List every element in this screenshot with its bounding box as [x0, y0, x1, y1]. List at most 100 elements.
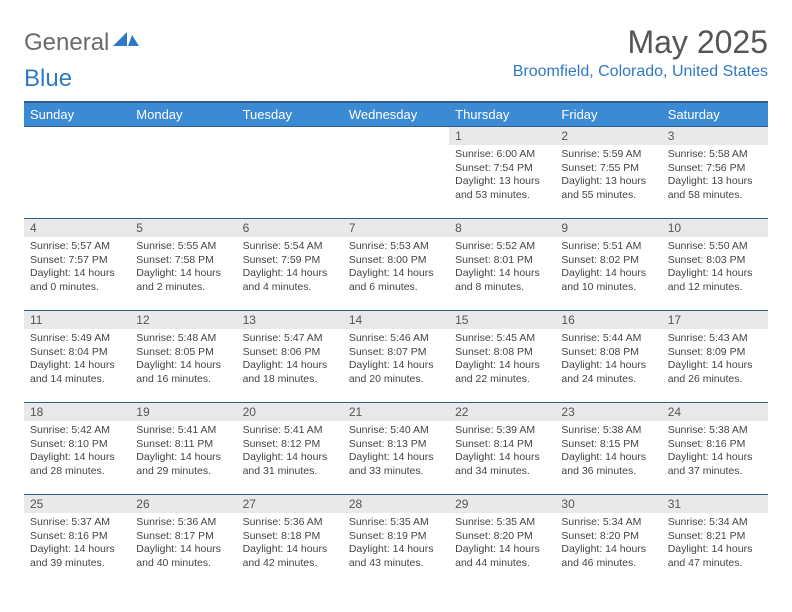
- day-details: Sunrise: 5:46 AMSunset: 8:07 PMDaylight:…: [343, 329, 449, 389]
- weekday-header: Tuesday: [237, 102, 343, 127]
- calendar-row: 11Sunrise: 5:49 AMSunset: 8:04 PMDayligh…: [24, 311, 768, 403]
- calendar-cell: 8Sunrise: 5:52 AMSunset: 8:01 PMDaylight…: [449, 219, 555, 311]
- day-number: 20: [237, 403, 343, 421]
- calendar-cell: 19Sunrise: 5:41 AMSunset: 8:11 PMDayligh…: [130, 403, 236, 495]
- calendar-cell: 27Sunrise: 5:36 AMSunset: 8:18 PMDayligh…: [237, 495, 343, 587]
- calendar-row: 25Sunrise: 5:37 AMSunset: 8:16 PMDayligh…: [24, 495, 768, 587]
- day-number: 6: [237, 219, 343, 237]
- calendar-cell: 3Sunrise: 5:58 AMSunset: 7:56 PMDaylight…: [662, 127, 768, 219]
- brand-logo: General: [24, 24, 141, 57]
- day-number: 2: [555, 127, 661, 145]
- calendar-row: ....1Sunrise: 6:00 AMSunset: 7:54 PMDayl…: [24, 127, 768, 219]
- day-details: Sunrise: 5:47 AMSunset: 8:06 PMDaylight:…: [237, 329, 343, 389]
- day-number: 10: [662, 219, 768, 237]
- day-details: Sunrise: 5:38 AMSunset: 8:15 PMDaylight:…: [555, 421, 661, 481]
- calendar-row: 4Sunrise: 5:57 AMSunset: 7:57 PMDaylight…: [24, 219, 768, 311]
- calendar-cell: 9Sunrise: 5:51 AMSunset: 8:02 PMDaylight…: [555, 219, 661, 311]
- calendar-cell: 6Sunrise: 5:54 AMSunset: 7:59 PMDaylight…: [237, 219, 343, 311]
- day-details: Sunrise: 5:38 AMSunset: 8:16 PMDaylight:…: [662, 421, 768, 481]
- calendar-cell: 14Sunrise: 5:46 AMSunset: 8:07 PMDayligh…: [343, 311, 449, 403]
- day-number: 14: [343, 311, 449, 329]
- day-details: Sunrise: 5:53 AMSunset: 8:00 PMDaylight:…: [343, 237, 449, 297]
- calendar-cell: .: [343, 127, 449, 219]
- calendar-cell: 15Sunrise: 5:45 AMSunset: 8:08 PMDayligh…: [449, 311, 555, 403]
- day-number: 17: [662, 311, 768, 329]
- day-details: Sunrise: 5:40 AMSunset: 8:13 PMDaylight:…: [343, 421, 449, 481]
- weekday-header-row: Sunday Monday Tuesday Wednesday Thursday…: [24, 102, 768, 127]
- calendar-cell: 5Sunrise: 5:55 AMSunset: 7:58 PMDaylight…: [130, 219, 236, 311]
- calendar-cell: 18Sunrise: 5:42 AMSunset: 8:10 PMDayligh…: [24, 403, 130, 495]
- calendar-cell: 30Sunrise: 5:34 AMSunset: 8:20 PMDayligh…: [555, 495, 661, 587]
- calendar-cell: .: [130, 127, 236, 219]
- day-details: Sunrise: 5:36 AMSunset: 8:18 PMDaylight:…: [237, 513, 343, 573]
- day-number: 11: [24, 311, 130, 329]
- calendar-cell: 28Sunrise: 5:35 AMSunset: 8:19 PMDayligh…: [343, 495, 449, 587]
- day-details: Sunrise: 5:48 AMSunset: 8:05 PMDaylight:…: [130, 329, 236, 389]
- weekday-header: Saturday: [662, 102, 768, 127]
- day-details: Sunrise: 5:44 AMSunset: 8:08 PMDaylight:…: [555, 329, 661, 389]
- weekday-header: Sunday: [24, 102, 130, 127]
- calendar-cell: 4Sunrise: 5:57 AMSunset: 7:57 PMDaylight…: [24, 219, 130, 311]
- day-details: Sunrise: 5:34 AMSunset: 8:20 PMDaylight:…: [555, 513, 661, 573]
- logo-icon: [113, 28, 139, 51]
- day-details: Sunrise: 5:41 AMSunset: 8:11 PMDaylight:…: [130, 421, 236, 481]
- calendar-cell: 26Sunrise: 5:36 AMSunset: 8:17 PMDayligh…: [130, 495, 236, 587]
- day-details: Sunrise: 5:43 AMSunset: 8:09 PMDaylight:…: [662, 329, 768, 389]
- calendar-cell: 17Sunrise: 5:43 AMSunset: 8:09 PMDayligh…: [662, 311, 768, 403]
- day-number: 7: [343, 219, 449, 237]
- day-details: Sunrise: 5:39 AMSunset: 8:14 PMDaylight:…: [449, 421, 555, 481]
- calendar-cell: 21Sunrise: 5:40 AMSunset: 8:13 PMDayligh…: [343, 403, 449, 495]
- calendar-cell: 22Sunrise: 5:39 AMSunset: 8:14 PMDayligh…: [449, 403, 555, 495]
- day-number: 13: [237, 311, 343, 329]
- day-details: Sunrise: 5:34 AMSunset: 8:21 PMDaylight:…: [662, 513, 768, 573]
- day-number: 4: [24, 219, 130, 237]
- day-details: Sunrise: 5:45 AMSunset: 8:08 PMDaylight:…: [449, 329, 555, 389]
- day-number: 21: [343, 403, 449, 421]
- day-details: Sunrise: 5:37 AMSunset: 8:16 PMDaylight:…: [24, 513, 130, 573]
- day-number: 22: [449, 403, 555, 421]
- calendar-cell: 1Sunrise: 6:00 AMSunset: 7:54 PMDaylight…: [449, 127, 555, 219]
- brand-word-1: General: [24, 29, 109, 57]
- calendar-row: 18Sunrise: 5:42 AMSunset: 8:10 PMDayligh…: [24, 403, 768, 495]
- day-details: Sunrise: 5:58 AMSunset: 7:56 PMDaylight:…: [662, 145, 768, 205]
- day-number: 25: [24, 495, 130, 513]
- calendar-cell: 2Sunrise: 5:59 AMSunset: 7:55 PMDaylight…: [555, 127, 661, 219]
- day-number: 15: [449, 311, 555, 329]
- day-number: 1: [449, 127, 555, 145]
- day-details: Sunrise: 5:35 AMSunset: 8:20 PMDaylight:…: [449, 513, 555, 573]
- title-block: May 2025 Broomfield, Colorado, United St…: [513, 24, 768, 81]
- day-number: 19: [130, 403, 236, 421]
- calendar-cell: 31Sunrise: 5:34 AMSunset: 8:21 PMDayligh…: [662, 495, 768, 587]
- month-title: May 2025: [513, 24, 768, 61]
- day-number: 29: [449, 495, 555, 513]
- calendar-cell: .: [24, 127, 130, 219]
- day-number: 3: [662, 127, 768, 145]
- brand-word-2: Blue: [24, 65, 72, 92]
- weekday-header: Wednesday: [343, 102, 449, 127]
- day-details: Sunrise: 5:42 AMSunset: 8:10 PMDaylight:…: [24, 421, 130, 481]
- day-details: Sunrise: 5:41 AMSunset: 8:12 PMDaylight:…: [237, 421, 343, 481]
- weekday-header: Thursday: [449, 102, 555, 127]
- calendar-cell: 23Sunrise: 5:38 AMSunset: 8:15 PMDayligh…: [555, 403, 661, 495]
- day-number: 24: [662, 403, 768, 421]
- day-details: Sunrise: 5:36 AMSunset: 8:17 PMDaylight:…: [130, 513, 236, 573]
- calendar-cell: 25Sunrise: 5:37 AMSunset: 8:16 PMDayligh…: [24, 495, 130, 587]
- day-details: Sunrise: 5:57 AMSunset: 7:57 PMDaylight:…: [24, 237, 130, 297]
- day-number: 28: [343, 495, 449, 513]
- day-details: Sunrise: 5:35 AMSunset: 8:19 PMDaylight:…: [343, 513, 449, 573]
- calendar-cell: 20Sunrise: 5:41 AMSunset: 8:12 PMDayligh…: [237, 403, 343, 495]
- day-number: 9: [555, 219, 661, 237]
- calendar-cell: 13Sunrise: 5:47 AMSunset: 8:06 PMDayligh…: [237, 311, 343, 403]
- day-details: Sunrise: 6:00 AMSunset: 7:54 PMDaylight:…: [449, 145, 555, 205]
- day-number: 16: [555, 311, 661, 329]
- location-text: Broomfield, Colorado, United States: [513, 63, 768, 81]
- calendar-table: Sunday Monday Tuesday Wednesday Thursday…: [24, 101, 768, 587]
- day-number: 8: [449, 219, 555, 237]
- calendar-cell: 12Sunrise: 5:48 AMSunset: 8:05 PMDayligh…: [130, 311, 236, 403]
- day-number: 27: [237, 495, 343, 513]
- day-number: 5: [130, 219, 236, 237]
- calendar-cell: 11Sunrise: 5:49 AMSunset: 8:04 PMDayligh…: [24, 311, 130, 403]
- day-details: Sunrise: 5:51 AMSunset: 8:02 PMDaylight:…: [555, 237, 661, 297]
- day-details: Sunrise: 5:50 AMSunset: 8:03 PMDaylight:…: [662, 237, 768, 297]
- calendar-cell: 24Sunrise: 5:38 AMSunset: 8:16 PMDayligh…: [662, 403, 768, 495]
